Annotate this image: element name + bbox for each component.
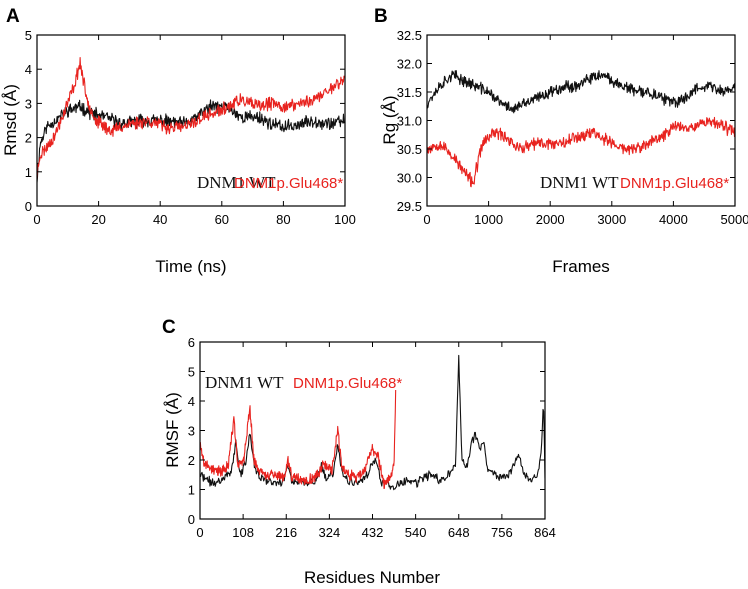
panel-a: A 0 20 40 60 80 100 0 1 2 3 4 5 Time (ns) Rmsd (Å) DNM1…	[1, 6, 356, 276]
x-tick-label: 100	[334, 212, 356, 227]
panel-b: B 0 1000 2000 3000 4000 5000 29.5 30.0 30.5 31.0 31…	[374, 6, 748, 276]
y-axis-label: RMSF (Å)	[163, 392, 182, 468]
x-tick-label: 216	[275, 525, 297, 540]
y-tick-label: 2	[188, 453, 195, 468]
y-tick-label: 2	[25, 131, 32, 146]
x-tick-label: 540	[405, 525, 427, 540]
x-tick-label: 40	[153, 212, 167, 227]
x-axis-label: Residues Number	[304, 568, 440, 587]
series-group	[427, 70, 735, 188]
x-tick-label: 108	[232, 525, 254, 540]
legend-mutant: DNM1p.Glu468*	[293, 375, 402, 392]
y-tick-label: 1	[25, 165, 32, 180]
legend-wt: DNM1 WT	[540, 173, 619, 192]
x-axis-label: Time (ns)	[155, 257, 226, 276]
y-tick-label: 29.5	[397, 199, 422, 214]
y-tick-label: 30.0	[397, 171, 422, 186]
series-line-wt	[37, 99, 345, 183]
y-tick-label: 3	[25, 96, 32, 111]
x-tick-label: 80	[276, 212, 290, 227]
y-tick-label: 32.0	[397, 57, 422, 72]
plot-frame	[36, 34, 346, 207]
y-tick-label: 31.5	[397, 85, 422, 100]
y-tick-label: 0	[188, 512, 195, 527]
y-tick-label: 31.0	[397, 114, 422, 129]
y-tick-label: 4	[188, 394, 195, 409]
x-tick-label: 5000	[721, 212, 748, 227]
x-tick-label: 3000	[597, 212, 626, 227]
y-axis-label: Rmsd (Å)	[1, 84, 20, 156]
legend-wt: DNM1 WT	[197, 173, 276, 192]
panel-c: C 0 108 216 324 432 540 648 756 864 0 1 2 3 4 5 6 Residue…	[162, 317, 556, 587]
y-tick-label: 4	[25, 62, 32, 77]
x-tick-label: 4000	[659, 212, 688, 227]
x-tick-label: 0	[33, 212, 40, 227]
series-line-mutant	[200, 389, 397, 490]
panel-letter: A	[6, 6, 20, 27]
y-tick-label: 5	[188, 365, 195, 380]
legend-mutant: DNM1p.Glu468*	[620, 175, 729, 192]
y-tick-label: 0	[25, 199, 32, 214]
x-tick-label: 756	[491, 525, 513, 540]
panel-letter: B	[374, 6, 388, 27]
x-tick-label: 20	[91, 212, 105, 227]
x-tick-label: 432	[362, 525, 384, 540]
legend-wt: DNM1 WT	[205, 373, 284, 392]
x-tick-label: 648	[448, 525, 470, 540]
y-tick-label: 3	[188, 424, 195, 439]
y-tick-label: 5	[25, 28, 32, 43]
series-line-mutant	[37, 57, 345, 179]
y-tick-label: 32.5	[397, 28, 422, 43]
series-group	[200, 354, 545, 491]
x-tick-label: 1000	[474, 212, 503, 227]
series-line-mutant	[427, 116, 735, 188]
y-tick-label: 1	[188, 483, 195, 498]
x-tick-label: 0	[196, 525, 203, 540]
series-line-wt	[427, 70, 735, 114]
legend-mutant: DNM1p.Glu468*	[234, 175, 343, 192]
x-tick-label: 864	[534, 525, 556, 540]
x-tick-label: 324	[319, 525, 341, 540]
x-tick-label: 2000	[536, 212, 565, 227]
y-axis-label: Rg (Å)	[380, 95, 399, 144]
panel-letter: C	[162, 317, 176, 338]
x-tick-label: 0	[423, 212, 430, 227]
x-tick-label: 60	[215, 212, 229, 227]
series-group	[37, 57, 345, 183]
y-tick-label: 30.5	[397, 142, 422, 157]
x-axis-label: Frames	[552, 257, 610, 276]
y-tick-label: 6	[188, 335, 195, 350]
